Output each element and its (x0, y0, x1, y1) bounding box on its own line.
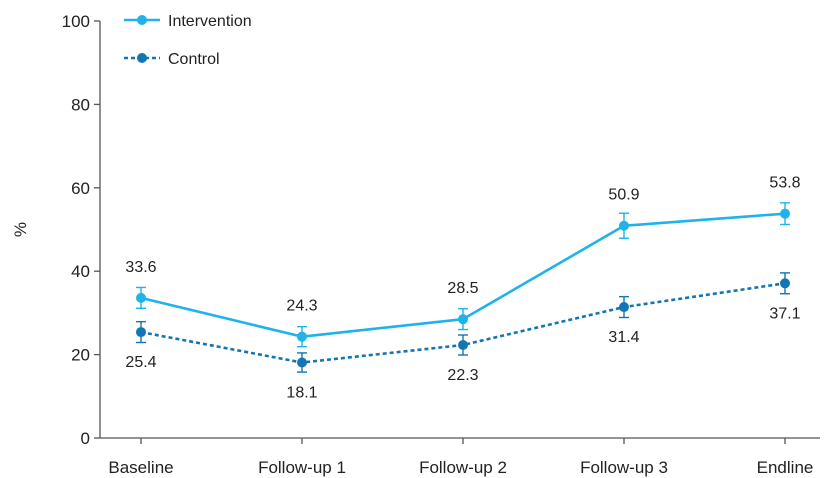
y-tick-label: 60 (71, 179, 90, 198)
legend-item-control: Control (124, 51, 220, 68)
chart-series (136, 202, 790, 373)
y-tick-label: 80 (71, 95, 90, 114)
legend-label: Intervention (168, 13, 252, 30)
legend-marker (137, 53, 147, 63)
chart-data-labels: 33.6 24.3 28.5 50.9 53.8 25.4 18.1 22.3 31.4 37.1 (125, 175, 800, 402)
series-control (136, 272, 790, 373)
legend-marker (137, 15, 147, 25)
data-label: 31.4 (608, 329, 639, 346)
series-intervention (136, 202, 790, 348)
legend-item-intervention: Intervention (124, 13, 252, 30)
data-point (780, 208, 790, 219)
data-point (136, 292, 146, 303)
data-label: 33.6 (125, 259, 156, 276)
y-tick-label: 40 (71, 262, 90, 281)
y-tick-label: 20 (71, 346, 90, 365)
x-tick-label: Baseline (108, 458, 173, 477)
data-label: 37.1 (769, 305, 800, 322)
data-point (297, 357, 307, 368)
data-point (619, 220, 629, 231)
data-point (619, 302, 629, 313)
data-point (458, 314, 468, 325)
legend-label: Control (168, 51, 220, 68)
x-tick-label: Follow-up 2 (419, 458, 507, 477)
data-point (136, 327, 146, 338)
data-label: 50.9 (608, 187, 639, 204)
chart-legend: Intervention Control (124, 13, 252, 68)
data-label: 18.1 (286, 385, 317, 402)
y-tick-label: 0 (81, 429, 90, 448)
data-label: 24.3 (286, 298, 317, 315)
data-point (780, 278, 790, 289)
x-tick-label: Follow-up 1 (258, 458, 346, 477)
x-tick-label: Endline (757, 458, 814, 477)
y-axis-label: % (11, 222, 30, 237)
data-label: 22.3 (447, 367, 478, 384)
data-label: 28.5 (447, 280, 478, 297)
data-label: 53.8 (769, 175, 800, 192)
data-point (297, 331, 307, 342)
data-label: 25.4 (125, 354, 156, 371)
data-point (458, 340, 468, 351)
chart-axes: 0 20 40 60 80 100 Baseline Follow-up 1 Follow-up… (11, 12, 820, 477)
y-tick-label: 100 (62, 12, 90, 31)
x-tick-label: Follow-up 3 (580, 458, 668, 477)
